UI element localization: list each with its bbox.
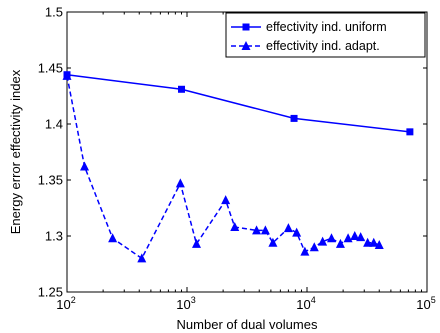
data-point-adapt — [230, 222, 240, 232]
legend: effectivity ind. uniform effectivity ind… — [225, 12, 426, 58]
legend-label-0: effectivity ind. uniform — [266, 20, 387, 34]
data-point-adapt — [374, 239, 384, 249]
y-tick-label-2: 1.35 — [38, 173, 63, 188]
data-point-adapt — [326, 233, 336, 243]
data-point-adapt — [175, 178, 185, 188]
y-tick-label-4: 1.45 — [38, 61, 63, 76]
data-point-adapt — [108, 233, 118, 243]
data-point-adapt — [260, 225, 270, 235]
legend-box — [225, 12, 426, 58]
data-point-adapt — [62, 70, 72, 80]
data-point-uniform — [406, 128, 414, 136]
data-point-adapt — [356, 232, 366, 242]
tick-labels: 1.25 1.3 1.35 1.4 1.45 1.5 102 103 104 105 — [38, 5, 436, 313]
data-point-adapt — [192, 238, 202, 248]
x-tick-label-2: 104 — [296, 295, 315, 312]
x-axis-label: Number of dual volumes — [177, 317, 318, 332]
x-tick-label-0: 102 — [56, 295, 75, 312]
data-point-adapt — [252, 225, 262, 235]
data-point-adapt — [318, 236, 328, 246]
y-axis-label: Energy error effectivity index — [8, 69, 23, 234]
series-line-0 — [66, 73, 410, 133]
data-point-adapt — [137, 253, 147, 263]
y-tick-label-1: 1.3 — [45, 229, 63, 244]
data-point-adapt — [283, 223, 293, 233]
y-tick-label-3: 1.4 — [45, 117, 63, 132]
data-point-adapt — [300, 246, 310, 256]
y-tick-label-5: 1.5 — [45, 5, 63, 20]
data-point-adapt — [80, 161, 90, 171]
series-layer — [62, 70, 414, 263]
data-point-adapt — [350, 231, 360, 240]
data-point-adapt — [309, 242, 319, 252]
data-point-uniform — [290, 114, 298, 122]
x-tick-label-3: 105 — [416, 295, 435, 312]
data-point-adapt — [268, 237, 278, 247]
legend-marker-square — [242, 23, 250, 31]
y-tick-label-0: 1.25 — [38, 285, 63, 300]
data-point-uniform — [178, 85, 186, 93]
data-point-adapt — [221, 195, 231, 205]
data-point-adapt — [292, 227, 302, 237]
x-tick-label-1: 103 — [176, 295, 195, 312]
legend-marker-triangle — [241, 41, 251, 50]
data-point-adapt — [369, 237, 379, 247]
legend-label-1: effectivity ind. adapt. — [266, 39, 380, 53]
data-point-adapt — [335, 238, 345, 248]
data-point-adapt — [363, 237, 373, 247]
